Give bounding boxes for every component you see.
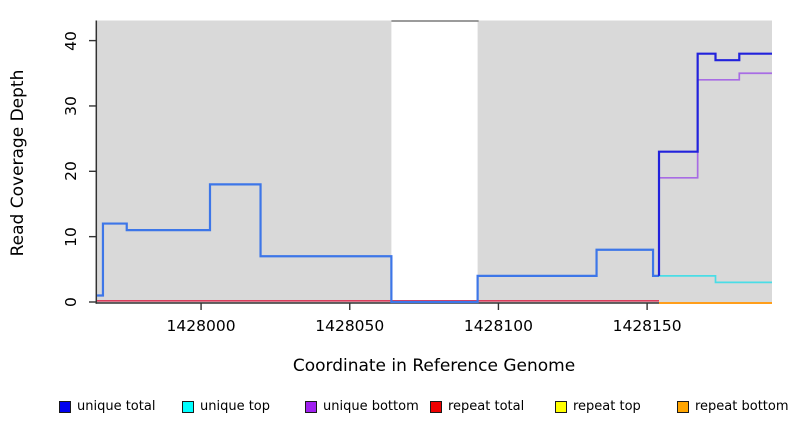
- legend-swatch-icon: [305, 400, 317, 413]
- series-line-unique-top: [659, 275, 772, 284]
- y-tick-label: 0: [62, 297, 80, 307]
- x-tick-label: 1428150: [612, 317, 682, 335]
- legend-item-repeat-bottom: repeat bottom: [677, 399, 789, 414]
- shaded-region: [477, 20, 772, 303]
- legend-label: repeat top: [573, 399, 641, 414]
- series-line-unique-total: [657, 52, 772, 276]
- y-tick-label: 10: [62, 226, 80, 247]
- legend-swatch-icon: [677, 400, 689, 413]
- legend-label: unique top: [200, 399, 271, 414]
- legend-swatch-icon: [555, 400, 567, 413]
- legend-item-unique-top: unique top: [182, 399, 270, 414]
- shaded-region: [97, 20, 392, 303]
- legend-item-repeat-total: repeat total: [430, 399, 524, 414]
- legend-label: unique bottom: [323, 399, 419, 414]
- legend-item-unique-total: unique total: [59, 399, 155, 414]
- legend-label: repeat total: [448, 399, 525, 414]
- legend-label: repeat bottom: [695, 399, 789, 414]
- legend-swatch-icon: [59, 400, 71, 413]
- x-tick-label: 1428100: [463, 317, 533, 335]
- legend-item-repeat-top: repeat top: [555, 399, 641, 414]
- x-tick-label: 1428000: [166, 317, 236, 335]
- y-tick-label: 40: [62, 30, 80, 51]
- legend-swatch-icon: [182, 400, 194, 413]
- x-axis-title: Coordinate in Reference Genome: [292, 356, 576, 376]
- y-tick-label: 30: [62, 96, 80, 116]
- legend-label: unique total: [77, 399, 156, 414]
- legend-item-unique-bottom: unique bottom: [305, 399, 419, 414]
- legend-swatch-icon: [430, 400, 442, 413]
- series-line-unique-bottom: [659, 72, 772, 179]
- x-tick-label: 1428050: [315, 317, 385, 335]
- y-axis-title: Read Coverage Depth: [8, 69, 28, 257]
- y-tick-label: 20: [62, 161, 80, 182]
- series-line-unique-total-left: [97, 183, 660, 304]
